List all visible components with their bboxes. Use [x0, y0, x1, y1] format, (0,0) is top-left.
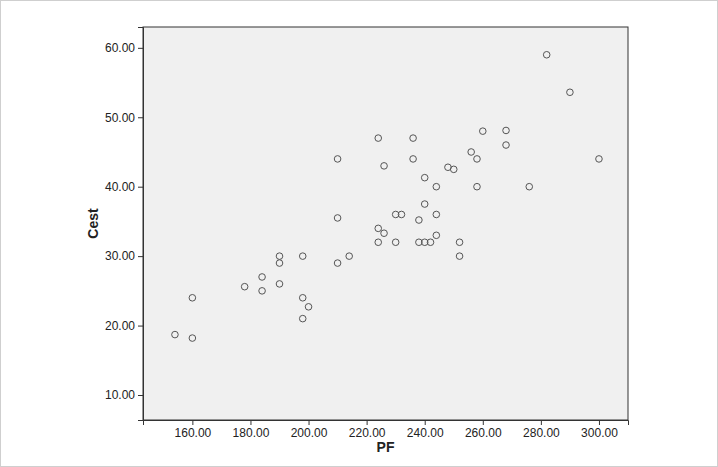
y-tick: 30.00 — [105, 249, 143, 263]
x-tick-label: 220.00 — [349, 426, 386, 440]
point — [392, 239, 399, 246]
point — [421, 201, 428, 208]
point — [410, 156, 417, 163]
x-axis-line — [144, 421, 629, 426]
point — [375, 135, 382, 142]
point — [450, 166, 457, 173]
point — [433, 183, 440, 190]
x-tick-mark — [425, 420, 426, 425]
plot-frame — [143, 27, 628, 420]
y-tick-mark — [138, 48, 143, 49]
x-tick: 160.00 — [175, 420, 212, 440]
x-tick: 200.00 — [291, 420, 328, 440]
y-tick-mark — [138, 117, 143, 118]
x-tick: 260.00 — [465, 420, 502, 440]
x-tick: 280.00 — [523, 420, 560, 440]
points — [172, 51, 603, 341]
point — [416, 217, 423, 224]
point — [299, 315, 306, 322]
point — [433, 232, 440, 239]
point — [433, 211, 440, 218]
point — [596, 156, 603, 163]
point — [381, 163, 388, 170]
y-tick-label: 10.00 — [105, 388, 135, 402]
point — [346, 253, 353, 260]
y-tick-mark — [138, 326, 143, 327]
point — [276, 260, 283, 267]
point — [334, 156, 341, 163]
x-tick-mark — [192, 420, 193, 425]
point — [299, 253, 306, 260]
point — [334, 260, 341, 267]
point — [503, 127, 510, 134]
x-tick: 300.00 — [581, 420, 618, 440]
x-tick-label: 300.00 — [581, 426, 618, 440]
x-axis: 160.00 180.00 200.00 220.00 240.00 260.00 280.… — [144, 420, 629, 440]
plot-background — [143, 27, 628, 420]
point — [479, 128, 486, 135]
point — [189, 335, 196, 342]
x-tick-mark — [541, 420, 542, 425]
x-tick-mark — [367, 420, 368, 425]
y-tick: 10.00 — [105, 388, 143, 402]
point — [543, 51, 550, 58]
point — [299, 294, 306, 301]
x-tick: 180.00 — [233, 420, 270, 440]
point — [305, 304, 312, 311]
point — [526, 183, 533, 190]
point — [456, 253, 463, 260]
point — [381, 230, 388, 237]
point — [456, 239, 463, 246]
y-axis-title: Cest — [85, 208, 101, 239]
x-tick-label: 240.00 — [407, 426, 444, 440]
y-tick-mark — [138, 187, 143, 188]
x-tick-label: 280.00 — [523, 426, 560, 440]
x-tick-label: 180.00 — [233, 426, 270, 440]
point — [241, 283, 248, 290]
point — [375, 225, 382, 232]
x-tick-mark — [599, 420, 600, 425]
point — [503, 142, 510, 149]
figure-border — [1, 1, 718, 467]
x-tick-label: 160.00 — [175, 426, 212, 440]
y-tick-label: 50.00 — [105, 111, 135, 125]
chart: 160.00 180.00 200.00 220.00 240.00 260.00 280.… — [0, 0, 718, 467]
x-tick-mark — [250, 420, 251, 425]
y-tick: 50.00 — [105, 111, 143, 125]
x-tick: 240.00 — [407, 420, 444, 440]
point — [276, 253, 283, 260]
y-tick-label: 20.00 — [105, 319, 135, 333]
point — [410, 135, 417, 142]
point — [172, 331, 179, 338]
point — [567, 89, 574, 96]
point — [259, 288, 266, 295]
x-tick-label: 200.00 — [291, 426, 328, 440]
x-axis-title: PF — [377, 439, 395, 455]
y-tick-label: 40.00 — [105, 180, 135, 194]
point — [334, 215, 341, 222]
x-tick: 220.00 — [349, 420, 386, 440]
point — [468, 149, 475, 156]
point — [276, 281, 283, 288]
y-tick: 40.00 — [105, 180, 143, 194]
x-tick-mark — [309, 420, 310, 425]
point — [375, 239, 382, 246]
point — [259, 274, 266, 281]
point — [474, 183, 481, 190]
point — [421, 174, 428, 181]
x-tick-mark — [483, 420, 484, 425]
x-tick-label: 260.00 — [465, 426, 502, 440]
y-tick: 20.00 — [105, 319, 143, 333]
point — [474, 156, 481, 163]
point — [398, 211, 405, 218]
y-tick-label: 60.00 — [105, 41, 135, 55]
y-axis: 10.00 20.00 30.00 40.00 50.00 60.00 — [105, 28, 144, 421]
y-tick-mark — [138, 395, 143, 396]
point — [189, 294, 196, 301]
y-tick: 60.00 — [105, 41, 143, 55]
y-tick-mark — [138, 256, 143, 257]
y-axis-line — [138, 28, 144, 421]
point — [427, 239, 434, 246]
y-tick-label: 30.00 — [105, 249, 135, 263]
